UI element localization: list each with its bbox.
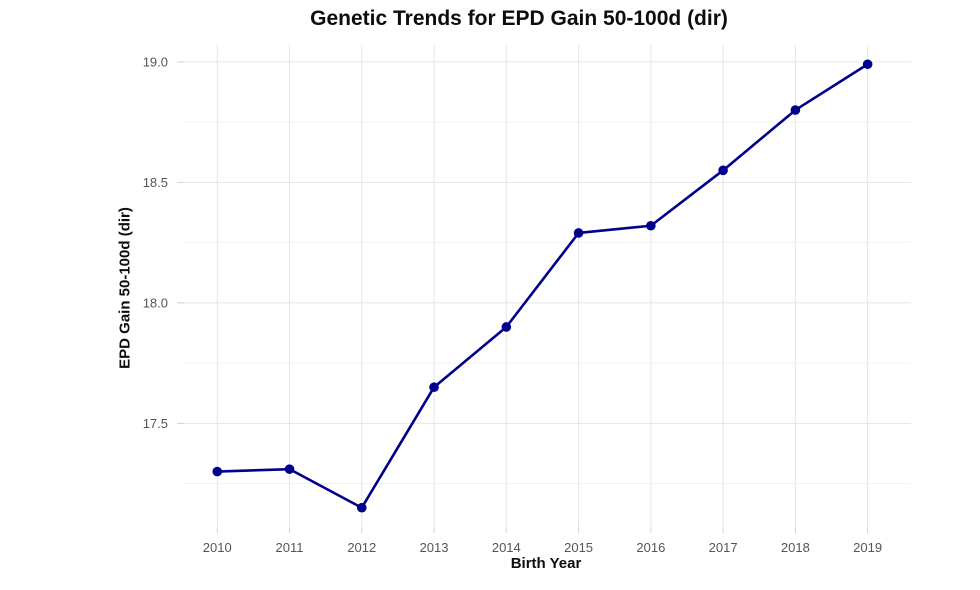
x-axis-title: Birth Year [510, 555, 582, 572]
y-tick-label: 17.5 [143, 416, 168, 431]
y-tick-label: 19.0 [143, 54, 168, 69]
x-tick-label: 2019 [853, 540, 882, 555]
data-point [284, 464, 295, 474]
x-tick-label: 2017 [709, 540, 738, 555]
x-tick-label: 2014 [492, 540, 521, 555]
data-point [646, 220, 656, 231]
chart-title: Genetic Trends for EPD Gain 50-100d (dir… [310, 7, 728, 30]
x-tick-label: 2015 [564, 540, 593, 555]
y-axis-title: EPD Gain 50-100d (dir) [116, 207, 134, 369]
x-tick-label: 2013 [420, 540, 449, 555]
y-tick-label: 18.0 [143, 295, 168, 310]
x-tick-label: 2011 [276, 540, 304, 555]
data-point [212, 466, 223, 477]
trend-line [215, 62, 869, 510]
data-point [356, 502, 367, 513]
data-point [573, 228, 584, 238]
data-point [790, 105, 801, 115]
axis-tick-marks [177, 61, 869, 533]
y-tick-label: 18.5 [143, 175, 168, 190]
data-point [862, 59, 873, 70]
x-tick-label: 2016 [636, 540, 665, 555]
gridlines-minor [184, 121, 911, 485]
x-tick-label: 2012 [347, 540, 376, 555]
y-tick-labels: 17.5 18.0 18.5 19.0 [143, 54, 168, 431]
data-series [212, 59, 873, 513]
data-point [501, 322, 512, 332]
x-tick-label: 2018 [781, 540, 810, 555]
gridlines-major [184, 45, 911, 527]
x-tick-labels: 2010 2011 2012 2013 2014 2015 2016 2017 2018 2019 [203, 540, 882, 555]
data-point [429, 382, 439, 393]
data-point [718, 165, 728, 176]
x-tick-label: 2010 [203, 540, 232, 555]
